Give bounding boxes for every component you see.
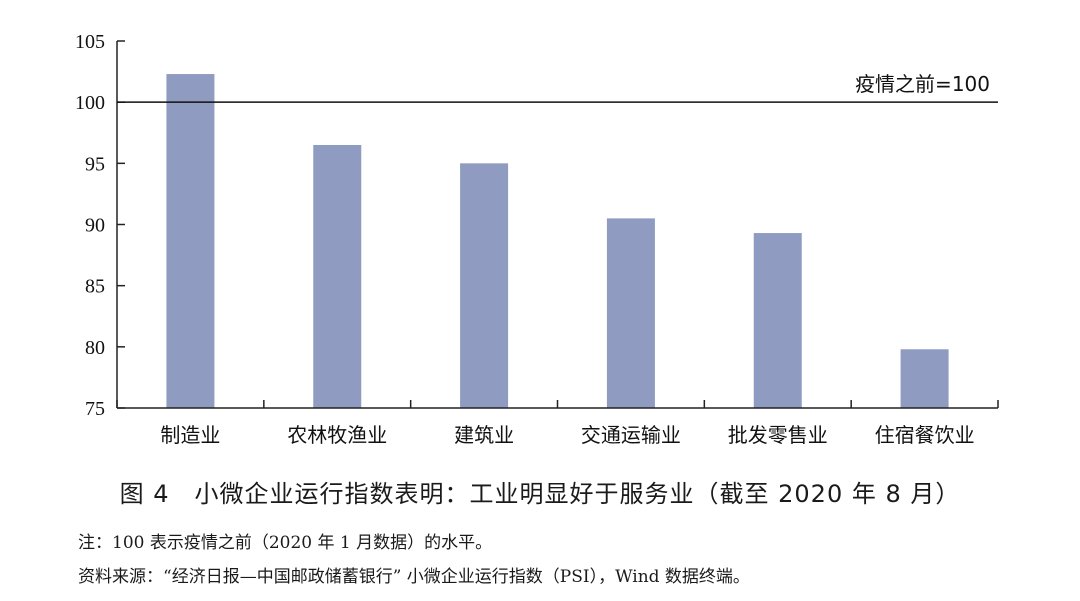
bar-chart: 75 80 85 90 95 100 105 制造业 农林牧渔业 建筑业 交通运输业 批发零售业 住宿… — [75, 31, 999, 447]
bars — [166, 74, 949, 408]
y-tick-label: 90 — [85, 215, 105, 237]
bar — [460, 163, 509, 408]
bar — [753, 233, 802, 408]
x-tick-label: 建筑业 — [454, 423, 514, 447]
y-tick-label: 105 — [75, 31, 105, 53]
bar — [606, 218, 655, 408]
y-tick-label: 100 — [75, 92, 105, 114]
y-tick-label: 75 — [85, 398, 105, 420]
y-tick-label: 95 — [85, 153, 105, 175]
bar — [166, 74, 215, 408]
x-tick-label: 交通运输业 — [581, 423, 681, 447]
figure-caption: 图 4 小微企业运行指数表明：工业明显好于服务业（截至 2020 年 8 月） — [119, 480, 961, 508]
figure-source: 资料来源：“经济日报—中国邮政储蓄银行” 小微企业运行指数（PSI），Wind … — [78, 567, 750, 587]
x-tick-label: 农林牧渔业 — [287, 423, 387, 447]
y-tick-label: 85 — [85, 276, 105, 298]
bar — [900, 349, 949, 408]
bar — [313, 144, 362, 408]
x-tick-label: 制造业 — [160, 423, 220, 447]
x-tick-label: 住宿餐饮业 — [875, 423, 975, 447]
reference-line-label: 疫情之前=100 — [855, 72, 990, 96]
y-tick-label: 80 — [85, 337, 105, 359]
reference-line-group: 疫情之前=100 — [117, 72, 998, 103]
y-axis: 75 80 85 90 95 100 105 — [75, 31, 125, 420]
figure-note: 注：100 表示疫情之前（2020 年 1 月数据）的水平。 — [78, 533, 493, 553]
x-tick-label: 批发零售业 — [728, 423, 828, 447]
x-axis: 制造业 农林牧渔业 建筑业 交通运输业 批发零售业 住宿餐饮业 — [116, 400, 999, 447]
